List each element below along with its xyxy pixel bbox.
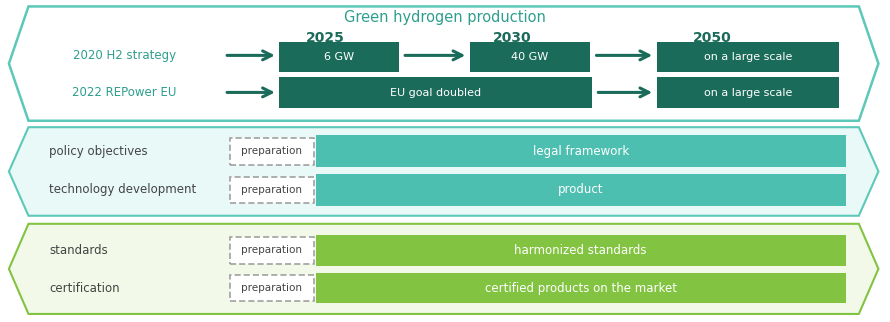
FancyBboxPatch shape <box>316 135 846 167</box>
Text: EU goal doubled: EU goal doubled <box>390 88 481 98</box>
Polygon shape <box>9 6 878 121</box>
FancyBboxPatch shape <box>279 77 592 108</box>
Text: 2025: 2025 <box>305 31 344 44</box>
Polygon shape <box>9 127 878 216</box>
FancyBboxPatch shape <box>316 235 846 266</box>
Text: product: product <box>558 184 603 196</box>
FancyBboxPatch shape <box>470 42 590 72</box>
Text: 2020 H2 strategy: 2020 H2 strategy <box>73 49 176 62</box>
Text: preparation: preparation <box>241 283 303 293</box>
FancyBboxPatch shape <box>279 42 399 72</box>
Text: Green hydrogen production: Green hydrogen production <box>344 10 546 25</box>
FancyBboxPatch shape <box>657 42 839 72</box>
Text: standards: standards <box>49 244 108 257</box>
FancyBboxPatch shape <box>230 275 314 301</box>
Text: 6 GW: 6 GW <box>324 52 353 62</box>
Text: preparation: preparation <box>241 245 303 255</box>
Text: preparation: preparation <box>241 185 303 195</box>
Text: legal framework: legal framework <box>532 145 629 158</box>
FancyBboxPatch shape <box>230 237 314 263</box>
Text: 2050: 2050 <box>692 31 732 44</box>
FancyBboxPatch shape <box>230 177 314 203</box>
FancyBboxPatch shape <box>316 174 846 206</box>
FancyBboxPatch shape <box>316 273 846 303</box>
Text: on a large scale: on a large scale <box>704 88 792 98</box>
Text: on a large scale: on a large scale <box>704 52 792 62</box>
Text: harmonized standards: harmonized standards <box>514 244 647 257</box>
Text: certification: certification <box>49 281 119 295</box>
Text: 40 GW: 40 GW <box>512 52 548 62</box>
Text: 2030: 2030 <box>492 31 531 44</box>
Text: preparation: preparation <box>241 146 303 156</box>
FancyBboxPatch shape <box>657 77 839 108</box>
FancyBboxPatch shape <box>230 138 314 165</box>
Text: certified products on the market: certified products on the market <box>485 281 676 295</box>
Text: policy objectives: policy objectives <box>49 145 148 158</box>
Text: 2022 REPower EU: 2022 REPower EU <box>72 86 177 99</box>
Polygon shape <box>9 224 878 314</box>
Text: technology development: technology development <box>49 184 196 196</box>
